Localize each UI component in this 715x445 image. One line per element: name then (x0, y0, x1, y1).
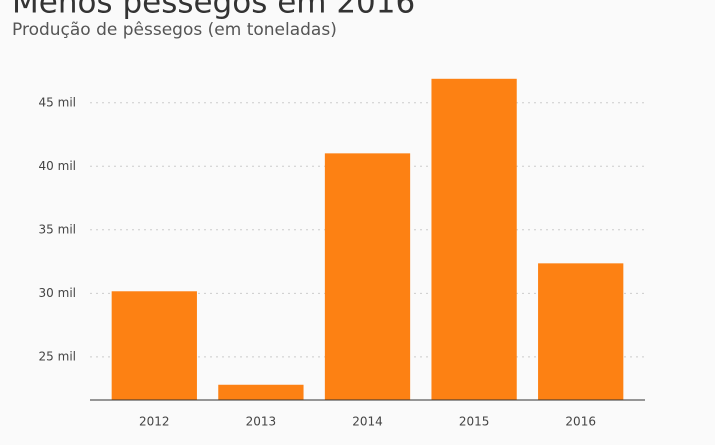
bar (324, 153, 411, 400)
y-tick-label: 25 mil (39, 349, 76, 363)
y-tick-label: 45 mil (39, 95, 76, 109)
chart-title: Menos pêssegos em 2016 (12, 0, 415, 21)
bar (538, 263, 624, 400)
y-tick-label: 30 mil (39, 286, 76, 300)
chart-subtitle: Produção de pêssegos (em toneladas) (12, 20, 337, 40)
bar (431, 78, 517, 400)
y-tick-label: 35 mil (39, 222, 76, 236)
bar (111, 291, 197, 400)
bar (218, 384, 304, 400)
x-tick-label: 2016 (565, 415, 596, 429)
x-tick-label: 2013 (246, 415, 277, 429)
x-tick-label: 2015 (459, 415, 490, 429)
x-tick-label: 2014 (352, 415, 383, 429)
y-tick-label: 40 mil (39, 159, 76, 173)
x-tick-label: 2012 (139, 415, 170, 429)
